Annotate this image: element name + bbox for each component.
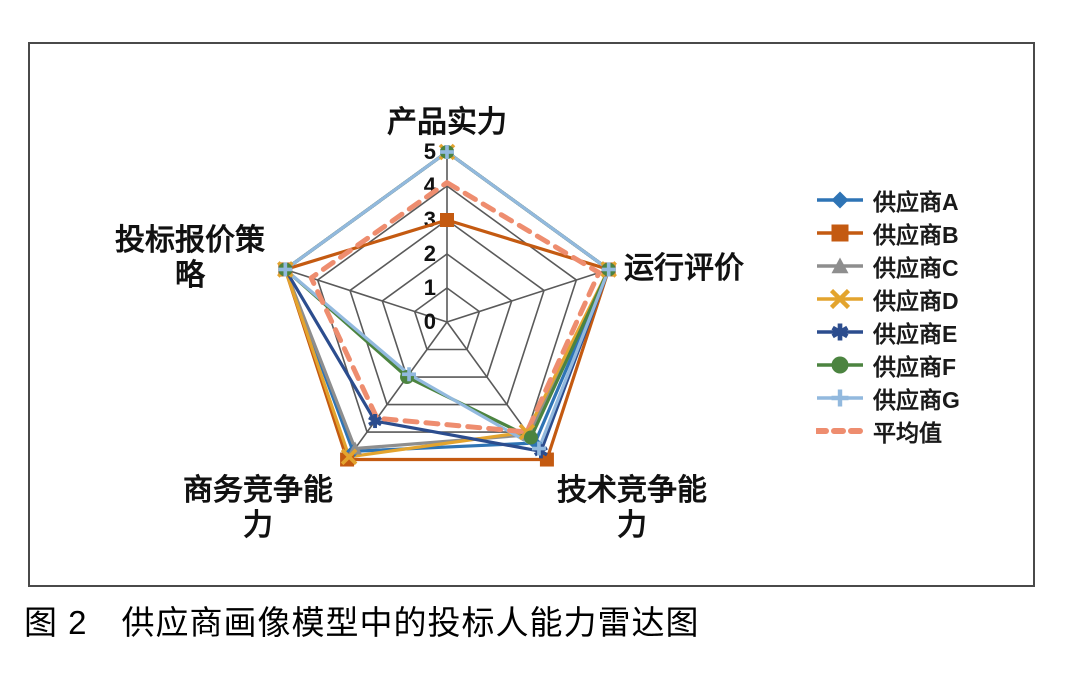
- legend-item-2: 供应商C: [816, 249, 960, 282]
- triangle-marker: [348, 441, 363, 455]
- axis-label-2-line2: 力: [617, 509, 647, 542]
- legend-label-6: 供应商G: [873, 386, 960, 413]
- plus-marker: [278, 262, 293, 277]
- diamond-marker: [831, 191, 849, 208]
- legend-item-5: 供应商F: [816, 348, 960, 381]
- square-marker: [831, 224, 849, 241]
- r-tick-1: 1: [424, 275, 436, 300]
- grid-spoke-1: [446, 268, 609, 323]
- grid-ring-4: [316, 185, 578, 433]
- asterisk-marker: [368, 414, 383, 429]
- square-marker: [539, 452, 554, 467]
- plus-marker: [601, 262, 616, 277]
- plus-marker: [531, 441, 546, 456]
- legend-label-2: 供应商C: [873, 254, 959, 281]
- axis-label-4: 投标报价策: [115, 223, 265, 257]
- circle-marker: [831, 356, 849, 373]
- axis-label-1: 运行评价: [624, 252, 744, 285]
- legend-label-0: 供应商A: [873, 188, 959, 215]
- axis-label-2: 技术竞争能: [557, 473, 707, 507]
- legend-item-6: 供应商G: [816, 381, 960, 414]
- axis-label-0: 产品实力: [387, 105, 507, 139]
- legend-swatch-5: [817, 356, 863, 373]
- r-tick-3: 3: [424, 207, 436, 232]
- legend-label-5: 供应商F: [873, 353, 957, 380]
- series-line-6: [283, 150, 611, 451]
- legend-item-1: 供应商B: [816, 216, 960, 249]
- legend-swatch-4: [817, 323, 863, 340]
- r-tick-0: 0: [424, 309, 436, 334]
- square-marker: [440, 213, 454, 227]
- r-tick-5: 5: [424, 139, 436, 164]
- axis-label-3-line2: 力: [243, 509, 273, 542]
- plus-marker: [440, 145, 454, 159]
- legend-item-0: 供应商A: [816, 183, 960, 216]
- figure-caption: 图 2 供应商画像模型中的投标人能力雷达图: [24, 604, 700, 641]
- x-marker: [829, 288, 851, 309]
- series-line-7: [308, 180, 602, 435]
- axis-label-3: 商务竞争能: [183, 473, 333, 507]
- legend-swatch-1: [817, 224, 863, 241]
- grid-spoke-3: [346, 321, 448, 461]
- legend-swatch-3: [817, 288, 863, 309]
- triangle-marker: [831, 257, 849, 273]
- circle-marker: [400, 370, 415, 385]
- plus-marker: [402, 367, 417, 382]
- axis-label-4-line2: 略: [175, 259, 206, 292]
- legend-label-3: 供应商D: [873, 287, 959, 314]
- legend-item-7: 平均值: [816, 414, 960, 447]
- asterisk-marker: [831, 323, 849, 340]
- circle-marker: [523, 430, 538, 445]
- legend-swatch-6: [817, 389, 863, 406]
- plus-marker: [831, 389, 849, 406]
- legend-label-1: 供应商B: [873, 221, 959, 248]
- grid-ring-1: [413, 287, 481, 351]
- r-tick-2: 2: [424, 241, 436, 266]
- legend-label-4: 供应商E: [873, 320, 958, 347]
- grid-ring-3: [349, 219, 545, 406]
- grid-ring-2: [381, 253, 513, 378]
- figure-frame: [28, 42, 1035, 587]
- legend-swatch-2: [817, 257, 863, 273]
- legend-swatch-7: [816, 427, 864, 434]
- legend-swatch-0: [817, 191, 863, 208]
- legend-label-7: 平均值: [873, 419, 942, 446]
- chart-legend: 供应商A 供应商B 供应商C 供应商D 供应商E 供应商F 供应商G 平均值: [816, 183, 960, 447]
- legend-item-3: 供应商D: [816, 282, 960, 315]
- legend-item-4: 供应商E: [816, 315, 960, 348]
- x-marker: [340, 448, 358, 466]
